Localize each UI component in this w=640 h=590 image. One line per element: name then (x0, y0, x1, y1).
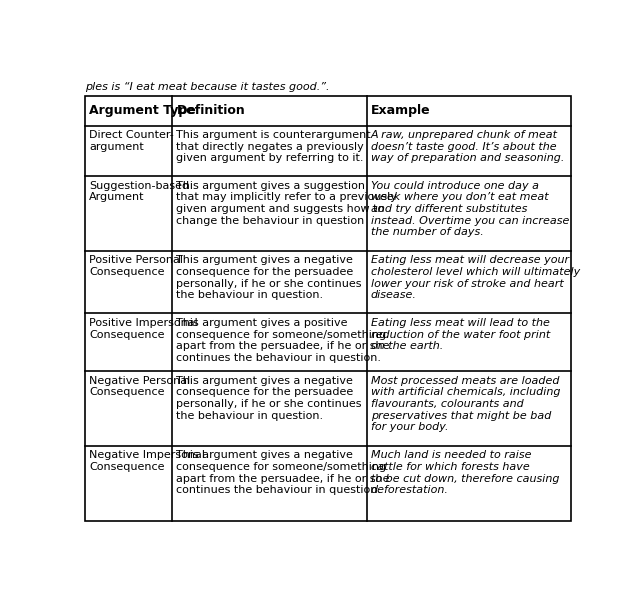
Text: This argument gives a negative
consequence for the persuadee
personally, if he o: This argument gives a negative consequen… (177, 255, 362, 300)
Text: Most processed meats are loaded
with artificial chemicals, including
flavourants: Most processed meats are loaded with art… (371, 376, 561, 432)
Text: Much land is needed to raise
cattle for which forests have
to be cut down, there: Much land is needed to raise cattle for … (371, 450, 559, 495)
Text: Positive Personal
Consequence: Positive Personal Consequence (89, 255, 183, 277)
Text: This argument gives a negative
consequence for the persuadee
personally, if he o: This argument gives a negative consequen… (177, 376, 362, 421)
Text: ples is “I eat meat because it tastes good.”.: ples is “I eat meat because it tastes go… (85, 82, 330, 92)
Text: Negative Impersonal
Consequence: Negative Impersonal Consequence (89, 450, 205, 472)
Text: Positive Impersonal
Consequence: Positive Impersonal Consequence (89, 318, 198, 340)
Text: Direct Counter-
argument: Direct Counter- argument (89, 130, 173, 152)
Text: This argument gives a positive
consequence for someone/something
apart from the : This argument gives a positive consequen… (177, 318, 390, 363)
Text: You could introduce one day a
week where you don’t eat meat
and try different su: You could introduce one day a week where… (371, 181, 569, 237)
Text: This argument is counterargument
that directly negates a previously
given argume: This argument is counterargument that di… (177, 130, 371, 163)
Text: Suggestion-based
Argument: Suggestion-based Argument (89, 181, 189, 202)
Text: Argument Type: Argument Type (89, 104, 196, 117)
Text: Definition: Definition (177, 104, 245, 117)
Text: Example: Example (371, 104, 431, 117)
Text: A raw, unprepared chunk of meat
doesn’t taste good. It’s about the
way of prepar: A raw, unprepared chunk of meat doesn’t … (371, 130, 564, 163)
Text: Negative Personal
Consequence: Negative Personal Consequence (89, 376, 190, 398)
Text: This argument gives a suggestion
that may implicitly refer to a previously
given: This argument gives a suggestion that ma… (177, 181, 397, 225)
Text: Eating less meat will lead to the
reduction of the water foot print
on the earth: Eating less meat will lead to the reduct… (371, 318, 550, 351)
Text: Eating less meat will decrease your
cholesterol level which will ultimately
lowe: Eating less meat will decrease your chol… (371, 255, 580, 300)
Text: This argument gives a negative
consequence for someone/something
apart from the : This argument gives a negative consequen… (177, 450, 390, 495)
